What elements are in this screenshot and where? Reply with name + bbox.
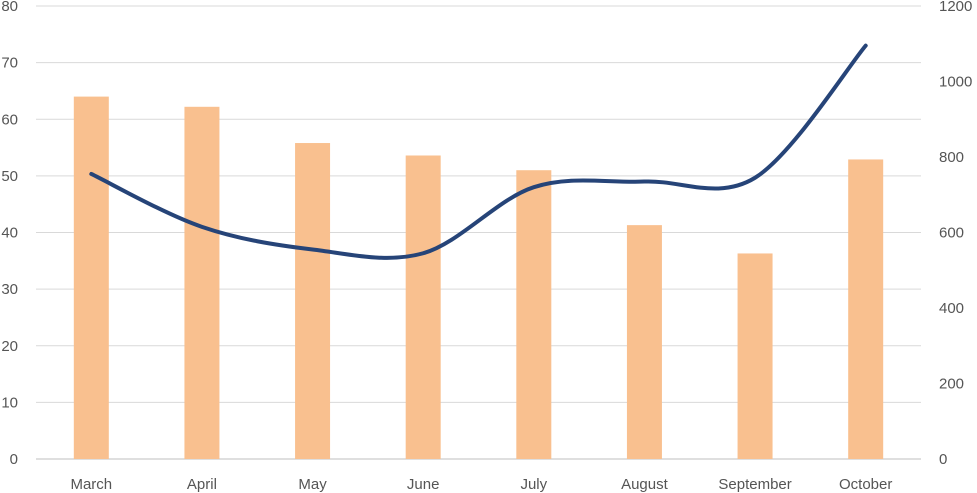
- bar-october: [848, 159, 884, 460]
- left-axis-tick-label: 50: [1, 168, 18, 185]
- category-label: May: [298, 476, 327, 493]
- left-axis-tick-label: 60: [1, 111, 18, 128]
- bar-september: [737, 253, 773, 459]
- left-axis-tick-label: 20: [1, 338, 18, 355]
- left-axis-tick-label: 10: [1, 394, 18, 411]
- left-axis-tick-label: 0: [10, 451, 18, 468]
- right-axis-tick-label: 800: [939, 149, 964, 166]
- line-series: [89, 43, 868, 260]
- bar-april: [184, 106, 220, 459]
- category-axis-labels: March April May June July August September Octo…: [70, 476, 892, 493]
- left-axis-tick-label: 70: [1, 55, 18, 72]
- right-axis-tick-label: 600: [939, 225, 964, 242]
- bar-may: [295, 143, 331, 459]
- right-axis-tick-label: 0: [939, 451, 947, 468]
- category-label: March: [70, 476, 112, 493]
- right-axis-tick-label: 400: [939, 300, 964, 317]
- category-label: April: [187, 476, 217, 493]
- left-axis-tick-label: 80: [1, 0, 18, 15]
- bar-june: [405, 155, 441, 460]
- left-axis-tick-label: 30: [1, 281, 18, 298]
- bar-series: [73, 96, 884, 460]
- left-axis-tick-label: 40: [1, 225, 18, 242]
- category-label: July: [520, 476, 547, 493]
- bar-march: [73, 96, 109, 459]
- right-axis-tick-label: 1000: [939, 74, 972, 91]
- gridlines: [36, 5, 921, 460]
- right-axis-tick-label: 200: [939, 376, 964, 393]
- right-axis-tick-label: 1200: [939, 0, 972, 15]
- category-label: September: [718, 476, 791, 493]
- category-label: August: [621, 476, 669, 493]
- line-series-path: [89, 43, 868, 260]
- category-label: October: [839, 476, 892, 493]
- category-label: June: [407, 476, 440, 493]
- left-axis-ticks: 0 10 20 30 40 50 60 70 80: [1, 0, 18, 468]
- bar-july: [516, 170, 552, 459]
- right-axis-ticks: 0 200 400 600 800 1000 1200: [939, 0, 972, 468]
- bar-august: [626, 225, 662, 459]
